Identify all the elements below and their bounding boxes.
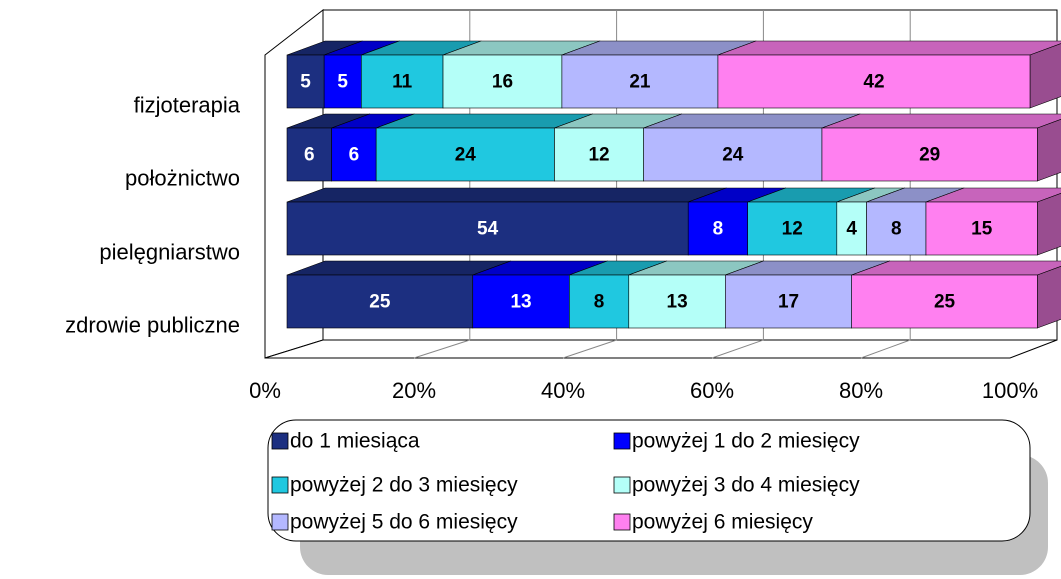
legend-swatch xyxy=(613,432,631,450)
legend-swatch xyxy=(271,513,289,531)
bars: 5 5 11 16 21 42 6 6 24 12 24 29 54 8 12 4 8 15 25 13 8 13 17 25 xyxy=(286,40,1061,329)
bar xyxy=(442,54,563,109)
bar xyxy=(286,127,332,182)
bar xyxy=(866,201,927,256)
category-label: zdrowie publiczne xyxy=(65,312,240,337)
data-label: 12 xyxy=(782,219,803,240)
bar xyxy=(821,127,1038,182)
data-label: 25 xyxy=(369,292,391,313)
data-label: 6 xyxy=(349,145,360,166)
x-tick-label: 100% xyxy=(982,378,1038,403)
bar-top xyxy=(286,187,727,203)
legend-label: powyżej 3 do 4 miesięcy xyxy=(632,474,860,497)
data-label: 54 xyxy=(477,219,499,240)
x-tick-label: 20% xyxy=(392,378,436,403)
grid-line xyxy=(711,339,764,359)
data-label: 8 xyxy=(891,219,902,240)
grid-line xyxy=(860,339,911,359)
bar xyxy=(569,274,630,329)
bar xyxy=(717,54,1031,109)
bar xyxy=(286,274,474,329)
bar xyxy=(561,54,719,109)
legend-swatch xyxy=(271,476,289,494)
data-label: 11 xyxy=(392,72,413,93)
bar xyxy=(554,127,644,182)
legend-swatch xyxy=(613,476,631,494)
legend xyxy=(267,419,1031,542)
legend-label: do 1 miesiąca xyxy=(290,430,420,453)
floor xyxy=(264,339,1058,359)
bar xyxy=(925,201,1038,256)
x-tick-label: 80% xyxy=(839,378,883,403)
bar-top xyxy=(717,40,1061,56)
data-label: 8 xyxy=(594,292,605,313)
bar-top xyxy=(286,260,511,276)
data-label: 16 xyxy=(492,72,513,93)
data-label: 12 xyxy=(588,145,609,166)
data-label: 5 xyxy=(300,72,311,93)
category-label: fizjoterapia xyxy=(134,92,241,117)
bar xyxy=(375,127,555,182)
bar xyxy=(472,274,570,329)
data-label: 24 xyxy=(722,145,744,166)
legend-label: powyżej 2 do 3 miesięcy xyxy=(290,474,518,497)
data-label: 6 xyxy=(304,145,315,166)
bar xyxy=(851,274,1038,329)
bar xyxy=(836,201,867,256)
category-label: pielęgniarstwo xyxy=(99,239,240,264)
x-tick-label: 40% xyxy=(541,378,585,403)
x-tick-label: 0% xyxy=(249,378,281,403)
legend-label: powyżej 1 do 2 miesięcy xyxy=(632,430,860,453)
data-label: 21 xyxy=(629,72,651,93)
legend-swatch xyxy=(271,432,289,450)
grid-line xyxy=(562,339,617,359)
bar-top xyxy=(821,113,1061,129)
data-label: 8 xyxy=(713,219,724,240)
data-label: 13 xyxy=(510,292,531,313)
x-tick-label: 60% xyxy=(690,378,734,403)
bar xyxy=(286,54,325,109)
bar xyxy=(360,54,444,109)
bar xyxy=(725,274,852,329)
data-label: 17 xyxy=(778,292,799,313)
bar xyxy=(331,127,377,182)
legend-swatch xyxy=(613,513,631,531)
category-label: położnictwo xyxy=(125,165,240,190)
bar xyxy=(687,201,748,256)
bar xyxy=(643,127,823,182)
data-label: 25 xyxy=(934,292,956,313)
data-label: 13 xyxy=(667,292,688,313)
grid-line xyxy=(413,339,470,359)
data-label: 15 xyxy=(971,219,993,240)
legend-items: do 1 miesiąca powyżej 1 do 2 miesięcy powy… xyxy=(271,430,860,534)
data-label: 29 xyxy=(919,145,940,166)
data-label: 24 xyxy=(455,145,477,166)
data-label: 5 xyxy=(337,72,348,93)
data-label: 42 xyxy=(863,72,884,93)
legend-label: powyżej 5 do 6 miesięcy xyxy=(290,511,518,534)
bar xyxy=(628,274,726,329)
bar xyxy=(323,54,362,109)
data-label: 4 xyxy=(846,219,857,240)
legend-label: powyżej 6 miesięcy xyxy=(632,511,813,534)
